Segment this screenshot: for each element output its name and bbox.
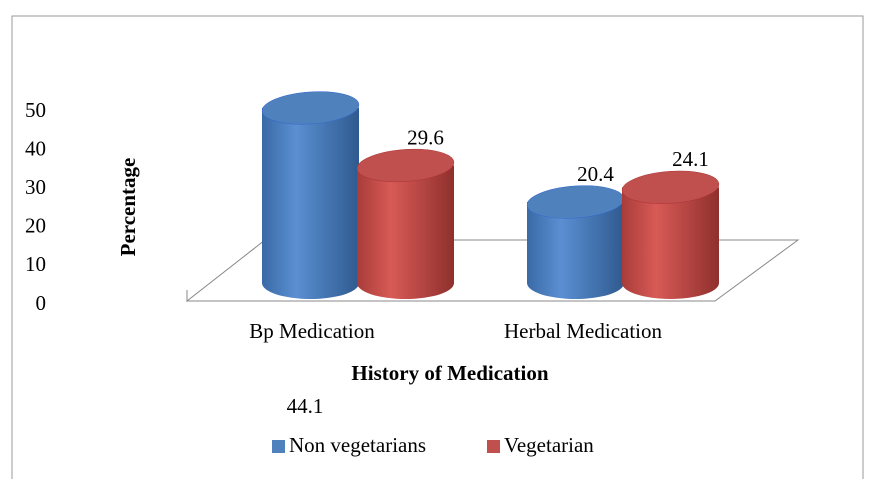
y-tick-label: 40 bbox=[25, 136, 46, 160]
x-tick-label: Herbal Medication bbox=[504, 319, 663, 343]
cylinder-body bbox=[622, 187, 719, 299]
legend-label: Non vegetarians bbox=[289, 433, 426, 457]
y-tick-label: 50 bbox=[25, 98, 46, 122]
x-axis-title: History of Medication bbox=[351, 361, 548, 385]
legend-label: Vegetarian bbox=[504, 433, 594, 457]
floor bbox=[185, 239, 800, 302]
data-label: 44.1 bbox=[287, 394, 324, 418]
y-tick-label: 20 bbox=[25, 214, 46, 238]
cylinder bbox=[526, 185, 625, 299]
y-tick-label: 30 bbox=[25, 175, 46, 199]
frame bbox=[11, 15, 864, 479]
data-label: 29.6 bbox=[407, 125, 444, 149]
cylinder-top bbox=[261, 91, 360, 125]
cylinder-top bbox=[621, 170, 720, 204]
y-tick-label: 0 bbox=[36, 291, 47, 315]
legend-swatch bbox=[487, 440, 500, 453]
legend-swatch bbox=[272, 440, 285, 453]
cylinder-body bbox=[262, 107, 359, 299]
x-tick-label: Bp Medication bbox=[249, 319, 375, 343]
y-axis-title: Percentage bbox=[116, 158, 140, 257]
data-label: 20.4 bbox=[577, 162, 614, 186]
cylinder bbox=[261, 91, 360, 299]
cylinder-body bbox=[357, 165, 454, 299]
cylinder bbox=[356, 148, 455, 299]
y-tick-label: 10 bbox=[25, 252, 46, 276]
cylinder bbox=[621, 170, 720, 299]
cylinder-body bbox=[527, 202, 624, 299]
data-label: 24.1 bbox=[672, 147, 709, 171]
cylinder-top bbox=[356, 148, 455, 183]
